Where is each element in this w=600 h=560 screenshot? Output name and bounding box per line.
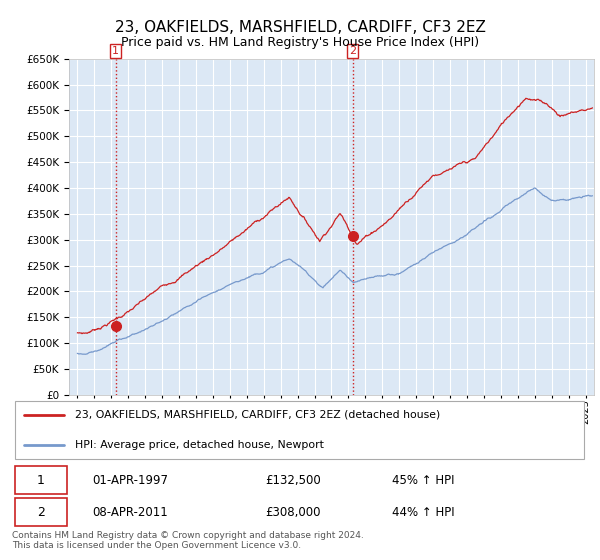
- FancyBboxPatch shape: [15, 401, 584, 459]
- FancyBboxPatch shape: [15, 498, 67, 526]
- Text: 08-APR-2011: 08-APR-2011: [92, 506, 169, 519]
- Text: Contains HM Land Registry data © Crown copyright and database right 2024.
This d: Contains HM Land Registry data © Crown c…: [12, 531, 364, 550]
- FancyBboxPatch shape: [15, 466, 67, 494]
- Text: 23, OAKFIELDS, MARSHFIELD, CARDIFF, CF3 2EZ: 23, OAKFIELDS, MARSHFIELD, CARDIFF, CF3 …: [115, 20, 485, 35]
- Text: 2: 2: [37, 506, 45, 519]
- Text: 23, OAKFIELDS, MARSHFIELD, CARDIFF, CF3 2EZ (detached house): 23, OAKFIELDS, MARSHFIELD, CARDIFF, CF3 …: [76, 410, 440, 420]
- Text: 45% ↑ HPI: 45% ↑ HPI: [392, 474, 455, 487]
- Text: £132,500: £132,500: [265, 474, 321, 487]
- Text: 2: 2: [349, 46, 356, 56]
- Text: 1: 1: [37, 474, 45, 487]
- Text: £308,000: £308,000: [265, 506, 321, 519]
- Text: Price paid vs. HM Land Registry's House Price Index (HPI): Price paid vs. HM Land Registry's House …: [121, 36, 479, 49]
- Text: HPI: Average price, detached house, Newport: HPI: Average price, detached house, Newp…: [76, 440, 324, 450]
- Text: 1: 1: [112, 46, 119, 56]
- Text: 44% ↑ HPI: 44% ↑ HPI: [392, 506, 455, 519]
- Text: 01-APR-1997: 01-APR-1997: [92, 474, 169, 487]
